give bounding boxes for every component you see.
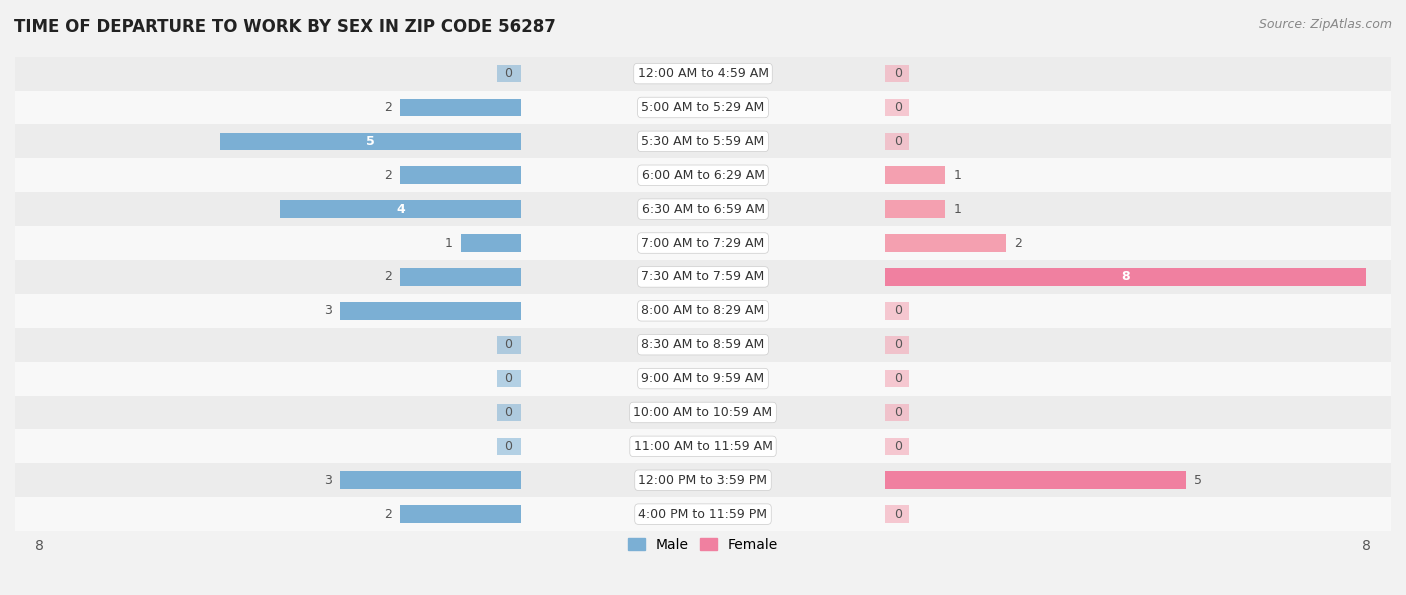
Bar <box>461 234 520 252</box>
Text: 0: 0 <box>894 440 901 453</box>
Text: 0: 0 <box>505 440 512 453</box>
Text: 0: 0 <box>894 406 901 419</box>
Bar <box>496 65 520 82</box>
Text: 1: 1 <box>953 169 962 181</box>
Text: 12:00 PM to 3:59 PM: 12:00 PM to 3:59 PM <box>638 474 768 487</box>
Text: 0: 0 <box>894 67 901 80</box>
Text: 7:30 AM to 7:59 AM: 7:30 AM to 7:59 AM <box>641 270 765 283</box>
Text: 2: 2 <box>384 508 392 521</box>
Bar <box>886 336 910 353</box>
Bar <box>280 201 520 218</box>
Bar <box>886 369 910 387</box>
Bar <box>0 396 1406 430</box>
Bar <box>0 90 1406 124</box>
Bar <box>886 234 1005 252</box>
Text: 4: 4 <box>396 203 405 215</box>
Bar <box>886 437 910 455</box>
Text: 5:00 AM to 5:29 AM: 5:00 AM to 5:29 AM <box>641 101 765 114</box>
Text: 2: 2 <box>1014 237 1022 249</box>
Bar <box>496 336 520 353</box>
Text: 8:30 AM to 8:59 AM: 8:30 AM to 8:59 AM <box>641 338 765 351</box>
Text: 0: 0 <box>505 67 512 80</box>
Bar <box>496 403 520 421</box>
Text: 3: 3 <box>325 474 332 487</box>
Bar <box>221 133 520 150</box>
Text: 5:30 AM to 5:59 AM: 5:30 AM to 5:59 AM <box>641 135 765 148</box>
Bar <box>0 192 1406 226</box>
Text: 2: 2 <box>384 101 392 114</box>
Bar <box>886 133 910 150</box>
Bar <box>0 260 1406 294</box>
Bar <box>0 430 1406 464</box>
Bar <box>496 369 520 387</box>
Bar <box>886 99 910 116</box>
Text: 6:30 AM to 6:59 AM: 6:30 AM to 6:59 AM <box>641 203 765 215</box>
Bar <box>886 302 910 320</box>
Text: 10:00 AM to 10:59 AM: 10:00 AM to 10:59 AM <box>634 406 772 419</box>
Text: Source: ZipAtlas.com: Source: ZipAtlas.com <box>1258 18 1392 31</box>
Bar <box>340 471 520 489</box>
Bar <box>340 302 520 320</box>
Bar <box>496 437 520 455</box>
Bar <box>0 57 1406 90</box>
Text: 0: 0 <box>894 338 901 351</box>
Text: 1: 1 <box>444 237 453 249</box>
Legend: Male, Female: Male, Female <box>623 533 783 558</box>
Text: 0: 0 <box>894 135 901 148</box>
Bar <box>0 158 1406 192</box>
Text: 12:00 AM to 4:59 AM: 12:00 AM to 4:59 AM <box>637 67 769 80</box>
Text: 6:00 AM to 6:29 AM: 6:00 AM to 6:29 AM <box>641 169 765 181</box>
Text: 5: 5 <box>366 135 375 148</box>
Text: 0: 0 <box>894 508 901 521</box>
Bar <box>0 226 1406 260</box>
Text: 0: 0 <box>894 304 901 317</box>
Bar <box>886 403 910 421</box>
Text: 0: 0 <box>894 372 901 385</box>
Text: 2: 2 <box>384 270 392 283</box>
Bar <box>0 362 1406 396</box>
Text: 0: 0 <box>505 372 512 385</box>
Bar <box>0 294 1406 328</box>
Bar <box>401 99 520 116</box>
Bar <box>0 124 1406 158</box>
Text: TIME OF DEPARTURE TO WORK BY SEX IN ZIP CODE 56287: TIME OF DEPARTURE TO WORK BY SEX IN ZIP … <box>14 18 555 36</box>
Text: 9:00 AM to 9:59 AM: 9:00 AM to 9:59 AM <box>641 372 765 385</box>
Text: 8: 8 <box>1122 270 1130 283</box>
Text: 7:00 AM to 7:29 AM: 7:00 AM to 7:29 AM <box>641 237 765 249</box>
Text: 0: 0 <box>505 406 512 419</box>
Bar <box>0 328 1406 362</box>
Text: 5: 5 <box>1194 474 1202 487</box>
Bar <box>0 464 1406 497</box>
Bar <box>401 268 520 286</box>
Bar <box>401 505 520 523</box>
Text: 11:00 AM to 11:59 AM: 11:00 AM to 11:59 AM <box>634 440 772 453</box>
Bar <box>886 268 1367 286</box>
Bar <box>886 65 910 82</box>
Text: 3: 3 <box>325 304 332 317</box>
Bar <box>886 505 910 523</box>
Bar <box>886 471 1185 489</box>
Bar <box>401 167 520 184</box>
Bar <box>886 201 945 218</box>
Text: 4:00 PM to 11:59 PM: 4:00 PM to 11:59 PM <box>638 508 768 521</box>
Text: 0: 0 <box>505 338 512 351</box>
Bar <box>0 497 1406 531</box>
Text: 2: 2 <box>384 169 392 181</box>
Text: 0: 0 <box>894 101 901 114</box>
Text: 8:00 AM to 8:29 AM: 8:00 AM to 8:29 AM <box>641 304 765 317</box>
Bar <box>886 167 945 184</box>
Text: 1: 1 <box>953 203 962 215</box>
